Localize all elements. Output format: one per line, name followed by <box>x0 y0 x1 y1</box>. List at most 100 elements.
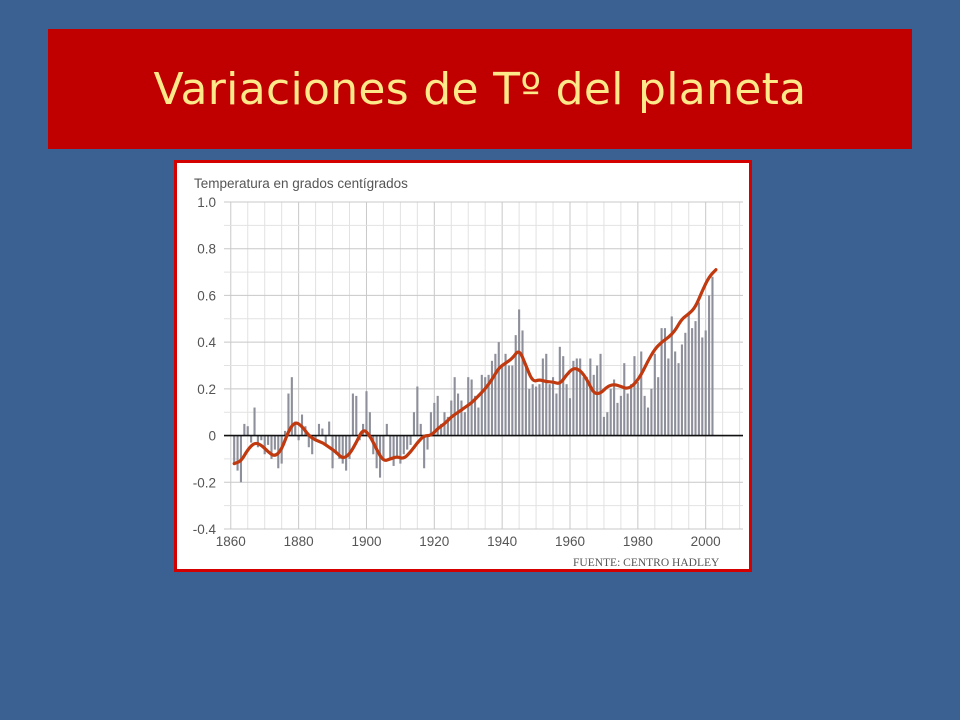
anomaly-bar <box>246 426 249 436</box>
anomaly-bar <box>433 402 436 436</box>
anomaly-bar <box>368 412 371 436</box>
anomaly-bar <box>412 412 416 436</box>
anomaly-bar <box>260 435 263 441</box>
anomaly-bar <box>599 353 602 436</box>
anomaly-bar <box>348 435 351 459</box>
anomaly-bar <box>460 400 463 436</box>
anomaly-bar <box>355 395 358 436</box>
anomaly-bar <box>507 365 510 436</box>
anomaly-bar <box>334 435 337 455</box>
anomaly-bar <box>273 435 276 450</box>
anomaly-bar <box>633 356 636 436</box>
anomaly-bar <box>511 365 514 436</box>
anomaly-bar <box>402 435 405 455</box>
anomaly-bar <box>630 384 633 436</box>
anomaly-bar <box>514 335 517 436</box>
anomaly-bar <box>504 353 507 436</box>
anomaly-bar <box>568 398 572 436</box>
anomaly-bar <box>575 358 578 436</box>
anomaly-bar <box>687 311 690 436</box>
anomaly-bar <box>626 393 629 436</box>
anomaly-bar <box>236 435 239 471</box>
temperature-chart: Temperatura en grados centígrados 1.0 0.8… <box>193 176 743 569</box>
anomaly-bar <box>351 393 354 436</box>
anomaly-bar <box>548 384 551 436</box>
anomaly-bar <box>660 328 663 436</box>
anomaly-bar <box>426 435 429 450</box>
anomaly-bar <box>385 423 388 436</box>
y-tick-label: 0.8 <box>197 242 216 257</box>
anomaly-bar <box>691 328 694 436</box>
anomaly-bar <box>562 356 565 436</box>
anomaly-bar <box>657 377 660 436</box>
anomaly-bar <box>416 386 419 436</box>
source-credit: FUENTE: CENTRO HADLEY <box>573 557 720 569</box>
anomaly-bar <box>328 421 331 436</box>
anomaly-bar <box>365 391 368 436</box>
anomaly-bar <box>592 374 595 436</box>
chart-frame: Temperatura en grados centígrados 1.0 0.8… <box>174 160 752 572</box>
anomaly-bar <box>267 435 270 445</box>
anomaly-bar <box>613 379 616 436</box>
anomaly-bar <box>640 351 643 436</box>
anomaly-bar <box>419 423 422 436</box>
anomaly-bar <box>250 435 253 443</box>
anomaly-bar <box>616 402 619 436</box>
anomaly-bar <box>395 435 399 457</box>
anomaly-bar <box>409 435 412 445</box>
anomaly-bar <box>484 377 487 436</box>
anomaly-bar <box>494 353 497 436</box>
title-banner: Variaciones de Tº del planeta <box>48 29 912 149</box>
anomaly-bar <box>558 346 561 436</box>
grid-lines <box>224 201 743 530</box>
anomaly-bar <box>653 353 656 436</box>
anomaly-bar <box>453 377 456 436</box>
anomaly-bar <box>314 435 317 441</box>
anomaly-bar <box>589 358 592 436</box>
anomaly-bar <box>382 435 385 459</box>
anomaly-bar <box>623 363 626 436</box>
anomaly-bar <box>270 435 273 459</box>
anomaly-bar <box>463 412 466 436</box>
anomaly-bar <box>528 388 531 436</box>
x-tick-label: 2000 <box>691 534 721 549</box>
anomaly-bar <box>538 384 541 436</box>
anomaly-bar <box>518 309 521 436</box>
slide-title: Variaciones de Tº del planeta <box>153 63 807 115</box>
anomaly-bar <box>684 332 687 436</box>
anomaly-bar <box>670 316 673 436</box>
anomaly-bar <box>389 435 392 459</box>
anomaly-bar <box>565 384 568 436</box>
anomaly-bar <box>582 377 585 436</box>
anomaly-bar <box>663 328 667 436</box>
anomaly-bar <box>531 384 534 436</box>
anomaly-bar <box>480 374 483 436</box>
anomaly-bar <box>477 407 480 436</box>
anomaly-bar <box>399 435 402 464</box>
anomaly-bar <box>307 435 310 448</box>
anomaly-bar <box>487 374 490 436</box>
anomaly-bar <box>535 386 538 436</box>
anomaly-bar <box>321 428 324 436</box>
anomaly-bar <box>331 435 334 469</box>
anomaly-bar <box>551 377 555 436</box>
y-tick-label: -0.2 <box>193 475 216 490</box>
anomaly-bar <box>233 435 236 464</box>
anomaly-bar <box>324 435 327 445</box>
y-tick-label: 0.6 <box>197 288 216 303</box>
anomaly-bar <box>436 395 439 436</box>
chart-title: Temperatura en grados centígrados <box>194 176 408 191</box>
anomaly-bar <box>680 344 683 436</box>
anomaly-bar <box>423 435 426 469</box>
anomaly-bar <box>646 407 650 436</box>
anomaly-bar <box>284 430 287 436</box>
y-tick-label: 1.0 <box>197 195 216 210</box>
x-tick-label: 1880 <box>284 534 314 549</box>
anomaly-bar <box>596 365 599 436</box>
anomaly-bar <box>287 393 290 436</box>
anomaly-bar <box>636 381 639 436</box>
anomaly-bar <box>555 393 558 436</box>
anomaly-bar <box>677 363 680 436</box>
anomaly-bar <box>694 321 697 436</box>
anomaly-bar <box>609 388 612 436</box>
